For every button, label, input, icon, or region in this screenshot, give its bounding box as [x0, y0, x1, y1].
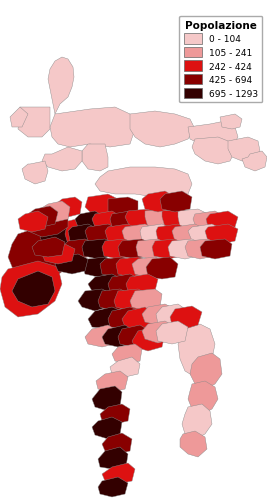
Polygon shape: [206, 211, 238, 231]
Polygon shape: [132, 327, 165, 351]
Polygon shape: [108, 308, 140, 329]
Polygon shape: [96, 371, 128, 392]
Polygon shape: [8, 224, 78, 282]
Polygon shape: [88, 308, 122, 329]
Polygon shape: [25, 214, 68, 237]
Polygon shape: [98, 290, 130, 312]
Polygon shape: [18, 108, 50, 138]
Polygon shape: [82, 239, 115, 260]
Polygon shape: [118, 325, 150, 347]
Polygon shape: [0, 262, 62, 317]
Polygon shape: [98, 477, 128, 497]
Polygon shape: [100, 404, 130, 424]
Polygon shape: [62, 239, 95, 260]
Polygon shape: [108, 275, 140, 295]
Polygon shape: [100, 258, 132, 278]
Polygon shape: [188, 122, 238, 150]
Polygon shape: [102, 463, 135, 484]
Polygon shape: [78, 290, 112, 312]
Polygon shape: [145, 209, 175, 229]
Polygon shape: [108, 197, 138, 219]
Polygon shape: [130, 112, 195, 148]
Polygon shape: [55, 255, 88, 275]
Polygon shape: [126, 275, 158, 295]
Polygon shape: [118, 239, 152, 260]
Polygon shape: [188, 224, 222, 244]
Polygon shape: [12, 272, 55, 308]
Polygon shape: [65, 217, 98, 252]
Polygon shape: [193, 211, 225, 231]
Polygon shape: [180, 431, 207, 457]
Polygon shape: [190, 353, 222, 389]
Polygon shape: [10, 108, 28, 128]
Polygon shape: [75, 211, 105, 231]
Polygon shape: [68, 224, 98, 244]
Polygon shape: [102, 433, 132, 454]
Polygon shape: [242, 152, 267, 172]
Polygon shape: [228, 138, 260, 162]
Polygon shape: [28, 206, 58, 227]
Polygon shape: [122, 224, 155, 244]
Polygon shape: [156, 321, 188, 344]
Polygon shape: [42, 148, 82, 172]
Polygon shape: [48, 58, 74, 115]
Polygon shape: [130, 290, 162, 312]
Polygon shape: [156, 224, 188, 244]
Polygon shape: [168, 239, 202, 260]
Polygon shape: [105, 224, 138, 244]
Polygon shape: [82, 258, 115, 278]
Polygon shape: [18, 211, 48, 232]
Polygon shape: [192, 138, 235, 165]
Polygon shape: [220, 115, 242, 130]
Polygon shape: [125, 209, 158, 229]
Polygon shape: [205, 224, 238, 244]
Polygon shape: [95, 168, 192, 197]
Polygon shape: [110, 211, 140, 231]
Polygon shape: [32, 237, 65, 258]
Polygon shape: [142, 191, 175, 212]
Polygon shape: [156, 305, 188, 327]
Polygon shape: [92, 211, 122, 231]
Polygon shape: [178, 209, 208, 229]
Polygon shape: [40, 201, 70, 222]
Polygon shape: [102, 325, 135, 347]
Polygon shape: [40, 221, 80, 255]
Polygon shape: [98, 447, 128, 469]
Polygon shape: [42, 244, 75, 265]
Polygon shape: [178, 324, 215, 377]
Polygon shape: [102, 239, 135, 260]
Polygon shape: [110, 357, 140, 377]
Polygon shape: [50, 108, 135, 148]
Polygon shape: [146, 258, 178, 280]
Polygon shape: [132, 258, 162, 278]
Polygon shape: [185, 239, 218, 260]
Legend: 0 - 104, 105 - 241, 242 - 424, 425 - 694, 695 - 1293: 0 - 104, 105 - 241, 242 - 424, 425 - 694…: [179, 17, 262, 103]
Polygon shape: [182, 404, 212, 439]
Polygon shape: [160, 191, 192, 212]
Polygon shape: [140, 224, 172, 244]
Polygon shape: [136, 239, 168, 260]
Polygon shape: [56, 197, 82, 217]
Polygon shape: [22, 162, 48, 185]
Polygon shape: [142, 321, 175, 343]
Polygon shape: [112, 344, 142, 364]
Polygon shape: [92, 386, 122, 411]
Polygon shape: [172, 224, 205, 244]
Polygon shape: [85, 194, 118, 217]
Polygon shape: [142, 305, 175, 325]
Polygon shape: [82, 145, 108, 172]
Polygon shape: [170, 307, 202, 329]
Polygon shape: [114, 290, 148, 312]
Polygon shape: [162, 209, 192, 229]
Polygon shape: [88, 275, 122, 295]
Polygon shape: [188, 381, 218, 414]
Polygon shape: [85, 224, 118, 244]
Polygon shape: [122, 308, 155, 331]
Polygon shape: [85, 325, 118, 347]
Polygon shape: [116, 258, 148, 278]
Polygon shape: [92, 417, 122, 439]
Polygon shape: [200, 239, 232, 260]
Polygon shape: [152, 239, 185, 260]
